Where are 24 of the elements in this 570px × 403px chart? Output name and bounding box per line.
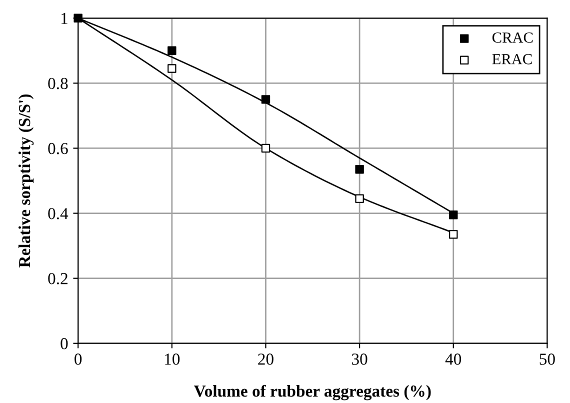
point (261, 144, 270, 153)
y-tick-label: 1 (62, 12, 68, 24)
point (355, 165, 364, 174)
y-tick-label: 0 (60, 338, 68, 350)
x-tick-label: 50 (540, 354, 555, 365)
x-axis-title: Volume of rubber aggregates (%) (194, 384, 431, 400)
legend-label: CRAC (492, 32, 533, 43)
x-tick-label: 30 (352, 354, 368, 365)
point (355, 194, 364, 203)
y-tick-label: 0.8 (48, 78, 68, 90)
point (168, 46, 176, 56)
x-tick-label: 0 (74, 354, 82, 365)
x-tick-label: 20 (258, 354, 274, 365)
y-axis-title: Relative sorptivity (S/S') (18, 94, 34, 268)
point (449, 210, 458, 220)
point (449, 230, 458, 239)
y-tick-label: 0.6 (48, 142, 68, 154)
y-tick-label: 0.2 (48, 273, 68, 284)
y-tick-label: 0.4 (48, 208, 68, 220)
legend-label: ERAC (492, 54, 532, 64)
point (261, 95, 270, 104)
x-tick-label: 40 (445, 354, 462, 365)
x-tick-label: 10 (165, 354, 180, 365)
point (168, 64, 176, 73)
